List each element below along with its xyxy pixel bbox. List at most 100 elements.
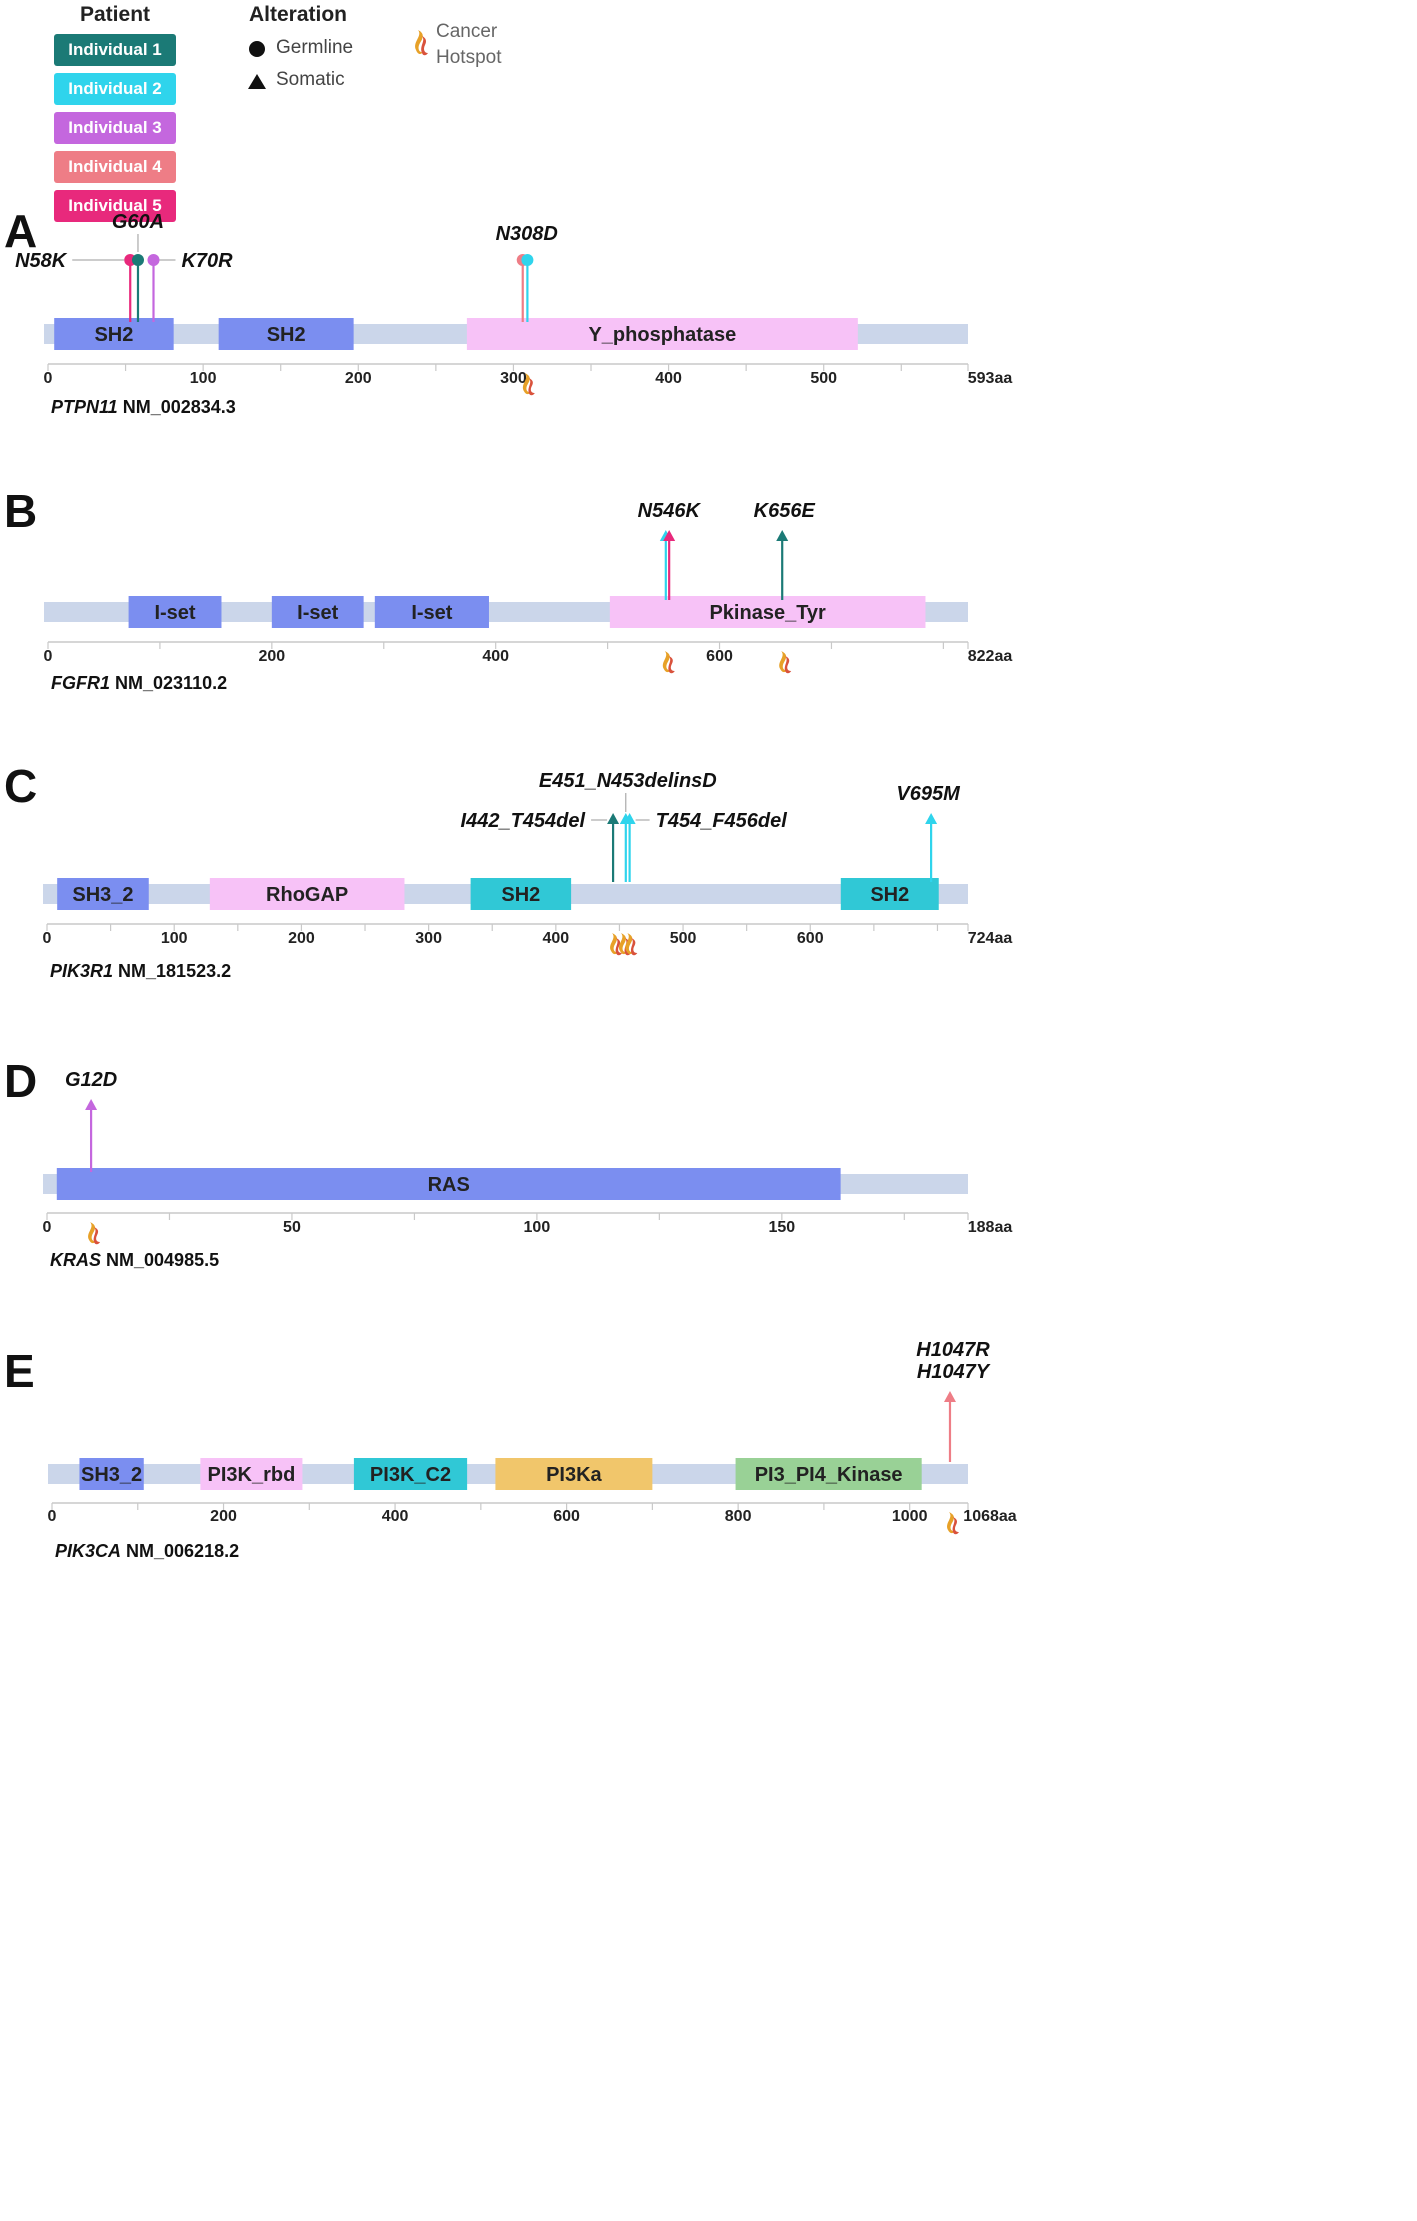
domain-sh2-1 <box>218 318 354 350</box>
gene-name: PIK3CA <box>55 1541 121 1561</box>
germline-label: Germline <box>276 37 354 58</box>
domain-label: RhoGAP <box>266 884 348 906</box>
mutation-label: N58K <box>15 250 68 272</box>
cancer-hotspot-flame-icon <box>662 651 675 674</box>
domain-label: SH3_2 <box>81 1464 142 1486</box>
domain-label: SH2 <box>94 324 133 346</box>
domain-pi3k_c2-2 <box>353 1458 468 1490</box>
domain-label: SH3_2 <box>72 884 133 906</box>
x-tick-label: 800 <box>725 1508 752 1525</box>
x-tick-label: 600 <box>797 930 824 947</box>
gene-name: KRAS <box>50 1250 101 1270</box>
x-tick-label: 600 <box>706 648 733 665</box>
cancer-hotspot-flame-icon <box>779 651 792 674</box>
cancer-hotspot-flame-icon <box>947 1512 959 1535</box>
domain-label: PI3_PI4_Kinase <box>755 1464 903 1486</box>
germline-circle-icon <box>249 41 265 57</box>
protein-length-label: 1068aa <box>963 1508 1016 1525</box>
domain-pi3k_rbd-1 <box>200 1458 303 1490</box>
somatic-marker <box>776 530 789 541</box>
domain-label: SH2 <box>501 884 540 906</box>
mutation-label: H1047Y <box>917 1361 991 1383</box>
hotspot-label-line1: Cancer <box>436 21 498 42</box>
alteration-legend-title: Alteration <box>249 3 348 26</box>
x-tick-label: 400 <box>482 648 509 665</box>
transcript-id: NM_006218.2 <box>121 1541 239 1561</box>
panel-c-pik3r1-chart: C SH3_2 RhoGAP SH2 SH2 0 100 200 300 400 500 600 724… <box>4 760 1012 981</box>
panel-letter: C <box>4 760 37 812</box>
domain-pkinase_tyr-3 <box>609 596 926 628</box>
legend-individual-1: Individual 1 <box>54 34 176 66</box>
domain-sh2-0 <box>54 318 174 350</box>
mutation-label: I442_T454del <box>461 810 586 832</box>
x-tick-label: 0 <box>43 1219 52 1236</box>
x-tick-label: 400 <box>655 370 682 387</box>
domain-sh3_2-0 <box>57 878 149 910</box>
x-tick-label: 200 <box>210 1508 237 1525</box>
panel-letter: B <box>4 485 37 537</box>
germline-marker <box>147 254 160 266</box>
domain-sh2-2 <box>470 878 572 910</box>
gene-caption: PIK3R1 NM_181523.2 <box>50 961 231 981</box>
cancer-hotspot-flame-icon <box>619 933 631 956</box>
x-tick-label: 50 <box>283 1219 301 1236</box>
patient-legend-title: Patient <box>80 3 151 26</box>
x-tick-label: 200 <box>345 370 372 387</box>
cancer-hotspot-flame-icon <box>88 1222 101 1245</box>
mutation-label: N546K <box>638 500 702 522</box>
gene-caption: KRAS NM_004985.5 <box>50 1250 219 1270</box>
somatic-marker <box>925 813 938 824</box>
panel-e-pik3ca-chart: E SH3_2 PI3K_rbd PI3K_C2 PI3Ka PI3_PI4_Kinase… <box>4 1339 1017 1561</box>
mutation-label: K70R <box>181 250 233 272</box>
x-tick-label: 0 <box>43 930 52 947</box>
domain-label: I-set <box>154 602 195 624</box>
transcript-id: NM_181523.2 <box>113 961 231 981</box>
domain-label: RAS <box>428 1174 470 1196</box>
cancer-hotspot-flame-icon <box>625 933 638 956</box>
cancer-hotspot-flame-icon <box>415 30 428 56</box>
protein-length-label: 822aa <box>968 648 1013 665</box>
protein-length-label: 593aa <box>968 370 1013 387</box>
somatic-marker <box>943 1391 956 1402</box>
gene-caption: PTPN11 NM_002834.3 <box>51 397 236 417</box>
domain-label: SH2 <box>870 884 909 906</box>
x-tick-label: 100 <box>190 370 217 387</box>
x-tick-label: 400 <box>382 1508 409 1525</box>
mutation-label: H1047R <box>916 1339 990 1361</box>
protein-length-label: 188aa <box>968 1219 1013 1236</box>
legend: Patient Individual 1 Individual 2 Indivi… <box>0 0 600 240</box>
domain-label: I-set <box>411 602 452 624</box>
x-tick-label: 0 <box>48 1508 57 1525</box>
domain-label: PI3Ka <box>546 1464 602 1486</box>
domain-i-set-2 <box>374 596 489 628</box>
x-tick-label: 100 <box>524 1219 551 1236</box>
x-tick-label: 600 <box>553 1508 580 1525</box>
mutation-label: N308D <box>496 223 558 245</box>
gene-name: PTPN11 <box>51 397 118 417</box>
x-tick-label: 200 <box>288 930 315 947</box>
x-tick-label: 0 <box>44 648 53 665</box>
x-tick-label: 200 <box>258 648 285 665</box>
panel-b-fgfr1-chart: B I-set I-set I-set Pkinase_Tyr 0 200 400 600 822… <box>4 485 1013 693</box>
mutation-label: G12D <box>65 1069 117 1091</box>
x-tick-label: 400 <box>542 930 569 947</box>
x-tick-label: 300 <box>500 370 527 387</box>
transcript-id: NM_023110.2 <box>110 673 227 693</box>
legend-individual-4: Individual 4 <box>54 151 176 183</box>
gene-caption: FGFR1 NM_023110.2 <box>51 673 227 693</box>
domain-pi3ka-3 <box>495 1458 653 1490</box>
panel-letter: D <box>4 1055 37 1107</box>
cancer-hotspot-flame-icon <box>522 373 535 396</box>
x-tick-label: 1000 <box>892 1508 928 1525</box>
legend-individual-2: Individual 2 <box>54 73 176 105</box>
somatic-marker <box>607 813 620 824</box>
domain-label: PI3K_C2 <box>370 1464 451 1486</box>
transcript-id: NM_004985.5 <box>101 1250 219 1270</box>
gene-caption: PIK3CA NM_006218.2 <box>55 1541 239 1561</box>
gene-name: FGFR1 <box>51 673 110 693</box>
x-tick-label: 500 <box>670 930 697 947</box>
mutation-label: V695M <box>896 783 961 805</box>
domain-ras-0 <box>56 1168 841 1200</box>
somatic-marker <box>623 813 636 824</box>
panel-a-ptpn11-chart: A SH2 SH2 Y_phosphatase 0 100 200 300 400 500 593a… <box>4 205 1013 417</box>
